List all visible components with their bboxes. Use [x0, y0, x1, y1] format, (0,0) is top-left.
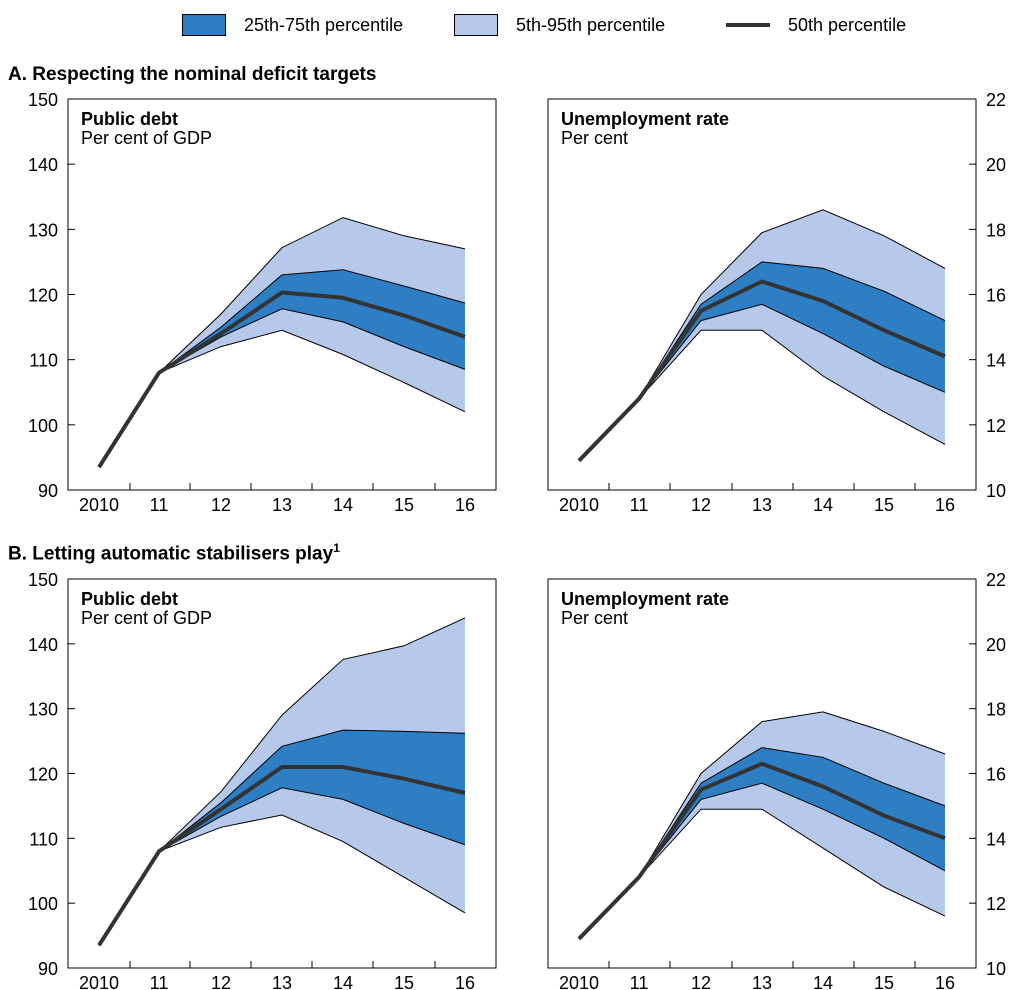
legend-label-iqr: 25th-75th percentile: [244, 14, 404, 35]
y-tick-label: 22: [986, 570, 1006, 590]
x-tick-label: 12: [211, 495, 231, 515]
x-tick-label: 13: [752, 495, 772, 515]
y-tick-label: 120: [28, 765, 58, 785]
panel-b-title: B. Letting automatic stabilisers play1: [8, 541, 340, 565]
y-tick-label: 100: [28, 894, 58, 914]
legend-item-median: 50th percentile: [726, 12, 906, 38]
x-tick-label: 11: [150, 973, 169, 990]
median-line: [577, 279, 946, 463]
y-tick-label: 16: [986, 765, 1006, 785]
y-tick-label: 90: [38, 959, 58, 979]
x-tick-label: 12: [211, 973, 231, 990]
x-tick-label: 13: [272, 973, 292, 990]
x-tick-label: 16: [935, 973, 955, 990]
band-25-75: [579, 747, 945, 939]
x-tick-label: 15: [394, 495, 414, 515]
panel-a-title-text: A. Respecting the nominal deficit target…: [8, 64, 377, 85]
x-tick-label: 14: [813, 495, 833, 515]
y-tick-label: 10: [986, 959, 1006, 979]
x-tick-label: 12: [691, 495, 711, 515]
y-tick-label: 140: [28, 155, 58, 175]
y-tick-label: 18: [986, 220, 1006, 240]
x-tick-label: 11: [630, 973, 649, 990]
x-tick-label: 14: [813, 973, 833, 990]
chart-subtitle: Per cent of GDP: [81, 608, 212, 628]
y-tick-label: 14: [986, 351, 1006, 371]
legend-swatch-range: [454, 14, 498, 36]
x-tick-label: 2010: [559, 495, 599, 515]
legend-label-range: 5th-95th percentile: [516, 14, 666, 35]
y-tick-label: 90: [38, 481, 58, 501]
y-tick-label: 150: [28, 570, 58, 590]
band-5-95: [579, 711, 945, 939]
x-tick-label: 15: [394, 973, 414, 990]
x-tick-label: 15: [874, 973, 894, 990]
chart-title: Unemployment rate: [561, 109, 729, 129]
panel-b-footnote-marker: 1: [333, 541, 340, 555]
chart-1: 90 100 110 120 130 140 150 2010 11 12 13 14 15 16 Publ…: [28, 90, 497, 515]
x-tick-label: 14: [333, 495, 353, 515]
band-25-75: [579, 261, 945, 461]
legend-line-median: [726, 23, 770, 27]
median-line: [97, 290, 466, 469]
x-tick-label: 2010: [79, 495, 119, 515]
y-tick-label: 130: [28, 220, 58, 240]
y-tick-label: 12: [986, 894, 1006, 914]
y-tick-label: 110: [29, 829, 58, 849]
legend-item-iqr: 25th-75th percentile: [182, 12, 403, 38]
chart-legend: 25th-75th percentile 5th-95th percentile…: [0, 0, 1013, 50]
chart-subtitle: Per cent: [561, 128, 628, 148]
y-tick-label: 120: [28, 286, 58, 306]
chart-title: Public debt: [81, 109, 178, 129]
y-tick-label: 20: [986, 635, 1006, 655]
x-tick-label: 16: [455, 973, 475, 990]
x-tick-label: 15: [874, 495, 894, 515]
x-tick-label: 11: [150, 495, 169, 515]
x-tick-label: 2010: [79, 973, 119, 990]
chart-title: Public debt: [81, 589, 178, 609]
y-tick-label: 110: [29, 351, 58, 371]
x-tick-label: 2010: [559, 973, 599, 990]
band-25-75: [99, 730, 465, 946]
chart-subtitle: Per cent: [561, 608, 628, 628]
x-tick-label: 13: [752, 973, 772, 990]
x-tick-label: 13: [272, 495, 292, 515]
x-tick-label: 14: [333, 973, 353, 990]
y-tick-label: 18: [986, 700, 1006, 720]
x-tick-label: 16: [935, 495, 955, 515]
legend-swatch-iqr: [182, 14, 226, 36]
chart-title: Unemployment rate: [561, 589, 729, 609]
band-25-75: [99, 269, 465, 468]
panel-b-title-text: B. Letting automatic stabilisers play: [8, 543, 334, 565]
chart-subtitle: Per cent of GDP: [81, 128, 212, 148]
band-5-95: [579, 209, 945, 461]
chart-2: 10 12 14 16 18 20 22 2010 11 12 13 14 15 16 Unemployme…: [547, 90, 1006, 515]
y-tick-label: 100: [28, 416, 58, 436]
y-tick-label: 20: [986, 155, 1006, 175]
y-tick-label: 10: [986, 481, 1006, 501]
y-tick-label: 22: [986, 90, 1006, 110]
y-tick-label: 16: [986, 286, 1006, 306]
panel-a-title: A. Respecting the nominal deficit target…: [8, 64, 376, 86]
chart-4: 10 12 14 16 18 20 22 2010 11 12 13 14 15 16 Unemployme…: [547, 570, 1006, 990]
x-tick-label: 11: [630, 495, 649, 515]
y-tick-label: 140: [28, 635, 58, 655]
y-tick-label: 150: [28, 90, 58, 110]
y-tick-label: 12: [986, 416, 1006, 436]
median-line: [577, 761, 946, 941]
chart-3: 90 100 110 120 130 140 150 2010 11 12 13 14 15 16 Publ…: [28, 570, 497, 990]
y-tick-label: 130: [28, 700, 58, 720]
x-tick-label: 16: [455, 495, 475, 515]
median-line: [97, 765, 466, 947]
x-tick-label: 12: [691, 973, 711, 990]
y-tick-label: 14: [986, 829, 1006, 849]
legend-label-median: 50th percentile: [788, 14, 907, 35]
legend-item-range: 5th-95th percentile: [454, 12, 665, 38]
